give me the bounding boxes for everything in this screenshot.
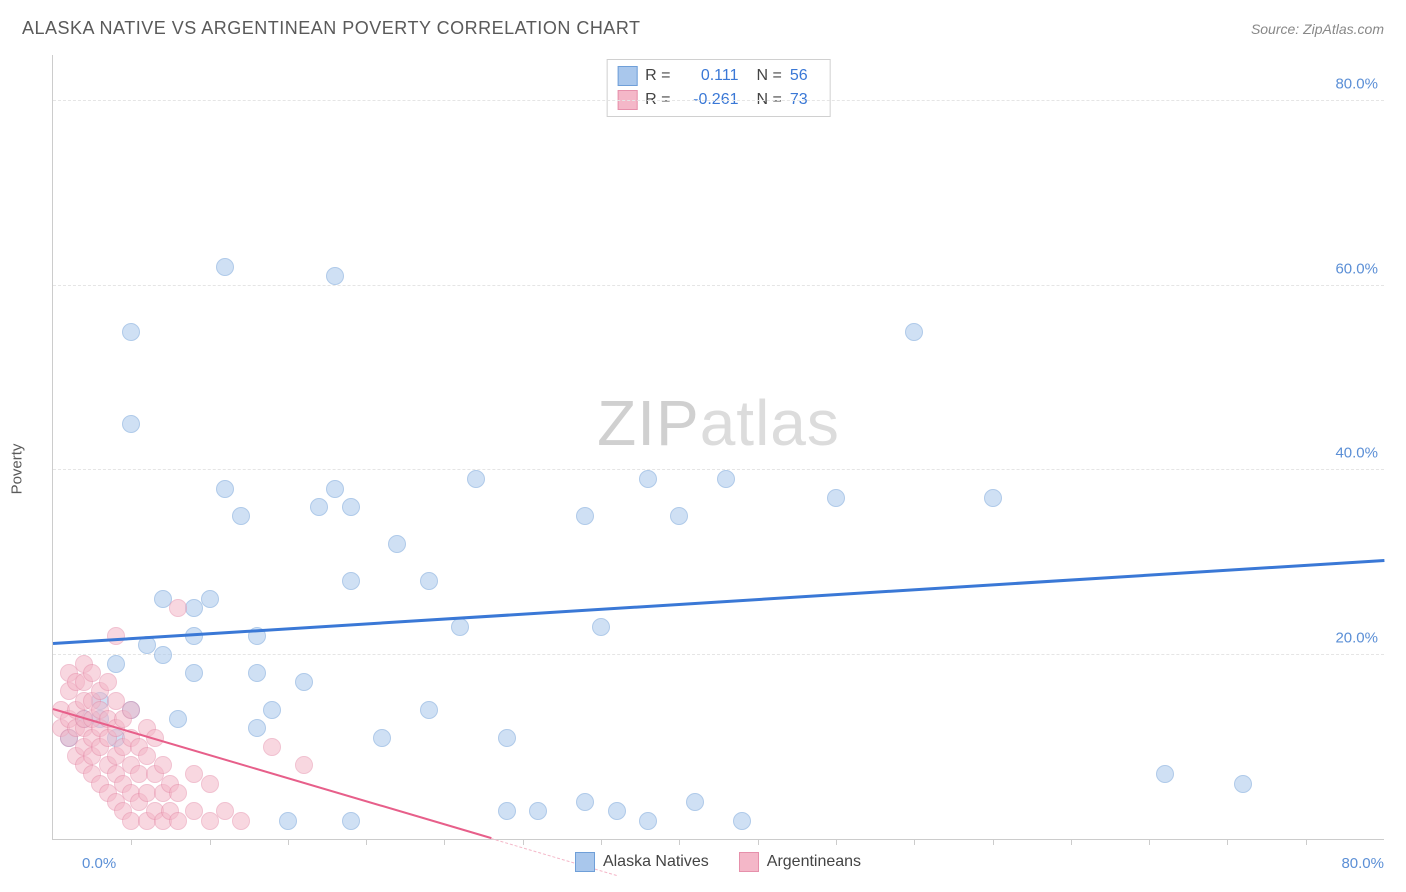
watermark: ZIPatlas (597, 386, 840, 460)
scatter-point (467, 470, 485, 488)
scatter-point (639, 812, 657, 830)
watermark-rest: atlas (700, 387, 840, 459)
scatter-point (388, 535, 406, 553)
x-origin-label: 0.0% (82, 855, 116, 872)
y-tick-label: 20.0% (1335, 629, 1378, 646)
scatter-point (154, 756, 172, 774)
scatter-point (420, 701, 438, 719)
scatter-point (248, 664, 266, 682)
scatter-point (185, 664, 203, 682)
bottom-legend: 0.0% Alaska Natives Argentineans 80.0% (52, 842, 1384, 882)
scatter-point (169, 784, 187, 802)
scatter-point (686, 793, 704, 811)
scatter-point (263, 701, 281, 719)
scatter-point (1156, 765, 1174, 783)
scatter-point (342, 812, 360, 830)
scatter-point (248, 719, 266, 737)
n-label-a: N = (757, 67, 782, 85)
scatter-point (295, 673, 313, 691)
scatter-point (576, 507, 594, 525)
legend-item-alaska: Alaska Natives (575, 852, 709, 872)
scatter-point (1234, 775, 1252, 793)
legend-item-argentinean: Argentineans (739, 852, 861, 872)
scatter-point (201, 775, 219, 793)
stats-row-a: R = 0.111 N = 56 (617, 64, 820, 88)
scatter-point (733, 812, 751, 830)
scatter-point (984, 489, 1002, 507)
scatter-point (216, 480, 234, 498)
scatter-point (122, 415, 140, 433)
scatter-point (451, 618, 469, 636)
swatch-alaska-icon (575, 852, 595, 872)
watermark-bold: ZIP (597, 387, 700, 459)
y-tick-label: 40.0% (1335, 445, 1378, 462)
y-tick-label: 60.0% (1335, 260, 1378, 277)
gridline (53, 285, 1384, 286)
r-value-a: 0.111 (679, 67, 739, 85)
gridline (53, 654, 1384, 655)
scatter-point (342, 498, 360, 516)
scatter-point (498, 729, 516, 747)
scatter-point (326, 267, 344, 285)
scatter-point (154, 646, 172, 664)
scatter-point (373, 729, 391, 747)
gridline (53, 469, 1384, 470)
gridline (53, 100, 1384, 101)
scatter-point (342, 572, 360, 590)
scatter-point (169, 710, 187, 728)
trend-line (53, 559, 1384, 645)
scatter-point (310, 498, 328, 516)
r-label-a: R = (645, 67, 670, 85)
y-axis-label: Poverty (9, 443, 26, 494)
scatter-point (169, 599, 187, 617)
legend-text-alaska: Alaska Natives (603, 853, 709, 871)
legend-text-argentinean: Argentineans (767, 853, 861, 871)
scatter-point (107, 627, 125, 645)
scatter-point (905, 323, 923, 341)
source-label: Source: ZipAtlas.com (1251, 21, 1384, 37)
scatter-point (263, 738, 281, 756)
scatter-point (99, 673, 117, 691)
scatter-point (107, 655, 125, 673)
scatter-point (670, 507, 688, 525)
scatter-point (201, 590, 219, 608)
swatch-argentinean-icon (739, 852, 759, 872)
scatter-point (498, 802, 516, 820)
scatter-point (576, 793, 594, 811)
scatter-point (216, 258, 234, 276)
scatter-point (232, 812, 250, 830)
chart-title: ALASKA NATIVE VS ARGENTINEAN POVERTY COR… (22, 18, 641, 39)
scatter-point (232, 507, 250, 525)
scatter-point (529, 802, 547, 820)
x-end-label: 80.0% (1341, 855, 1384, 872)
plot-region: ZIPatlas R = 0.111 N = 56 R = -0.261 N =… (52, 55, 1384, 840)
stats-legend: R = 0.111 N = 56 R = -0.261 N = 73 (606, 59, 831, 117)
scatter-point (122, 323, 140, 341)
n-value-a: 56 (790, 67, 820, 85)
scatter-point (592, 618, 610, 636)
chart-area: Poverty ZIPatlas R = 0.111 N = 56 R = -0… (22, 55, 1384, 882)
scatter-point (717, 470, 735, 488)
scatter-point (420, 572, 438, 590)
scatter-point (326, 480, 344, 498)
scatter-point (639, 470, 657, 488)
scatter-point (608, 802, 626, 820)
scatter-point (122, 701, 140, 719)
scatter-point (827, 489, 845, 507)
scatter-point (279, 812, 297, 830)
swatch-alaska (617, 66, 637, 86)
scatter-point (295, 756, 313, 774)
y-tick-label: 80.0% (1335, 76, 1378, 93)
